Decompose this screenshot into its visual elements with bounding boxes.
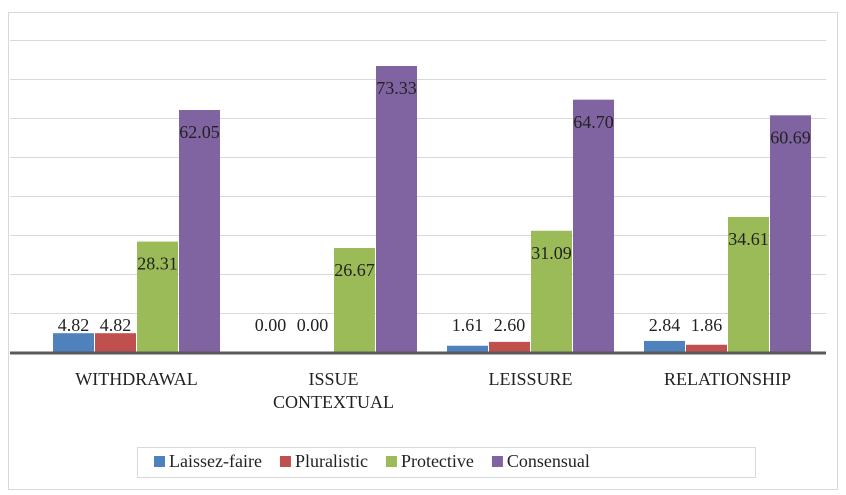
bar <box>376 66 417 352</box>
data-label: 0.00 <box>297 315 329 335</box>
data-label: 1.86 <box>691 315 723 335</box>
bar <box>644 340 685 352</box>
data-label: 26.67 <box>334 260 375 280</box>
data-label: 73.33 <box>376 78 417 98</box>
data-label: 1.61 <box>452 315 484 335</box>
bar <box>53 333 94 352</box>
bar <box>573 99 614 352</box>
x-tick-label: LEISSURE <box>488 369 573 389</box>
data-label: 2.84 <box>649 315 681 335</box>
bar <box>137 241 178 352</box>
data-label: 31.09 <box>531 243 572 263</box>
data-label: 4.82 <box>100 315 132 335</box>
bar <box>686 344 727 352</box>
bar <box>447 345 488 352</box>
bar <box>334 247 375 352</box>
data-label: 4.82 <box>58 315 90 335</box>
bar <box>770 115 811 353</box>
data-label: 34.61 <box>728 229 769 249</box>
bar <box>95 333 136 352</box>
bar <box>489 341 530 352</box>
data-label: 62.05 <box>179 122 220 142</box>
legend-label: Pluralistic <box>295 451 368 471</box>
legend-swatch <box>154 456 165 467</box>
chart-border <box>8 12 838 490</box>
data-label: 64.70 <box>573 112 614 132</box>
legend-label: Laissez-faire <box>169 451 262 471</box>
x-tick-label: ISSUE CONTEXTUAL <box>273 369 394 412</box>
legend-swatch <box>385 456 397 467</box>
legend-swatch <box>491 456 503 467</box>
data-label: 60.69 <box>770 127 811 147</box>
legend-border <box>137 447 756 478</box>
legend-label: Consensual <box>507 451 590 471</box>
legend-label: Protective <box>401 451 474 471</box>
x-tick-label: RELATIONSHIP <box>663 369 791 389</box>
x-tick-label: WITHDRAWAL <box>75 369 198 389</box>
data-label: 28.31 <box>137 254 178 274</box>
bar <box>531 230 572 352</box>
data-label: 2.60 <box>494 315 526 335</box>
bar <box>728 217 769 352</box>
data-label: 0.00 <box>255 315 287 335</box>
bar <box>179 110 220 352</box>
legend-swatch <box>279 456 291 467</box>
